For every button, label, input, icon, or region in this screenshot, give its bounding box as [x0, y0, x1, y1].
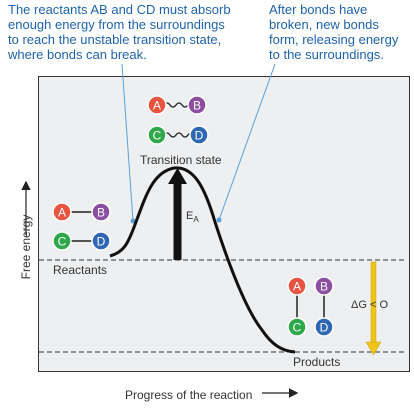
pointer-dot-right — [216, 217, 222, 223]
wavy-bond — [163, 132, 195, 138]
reactant-molecule-ab: A B — [52, 202, 111, 222]
atom-b: B — [314, 276, 334, 296]
svg-text:B: B — [193, 99, 201, 113]
product-molecule-bd: B D — [314, 276, 334, 337]
reactant-molecule-cd: C D — [52, 231, 111, 251]
x-axis-label: Progress of the reaction — [125, 388, 253, 402]
svg-text:A: A — [293, 280, 301, 294]
reactants-label: Reactants — [53, 263, 108, 277]
atom-d: D — [314, 317, 334, 337]
svg-text:C: C — [153, 129, 162, 143]
caption-new-bonds-release-energy: After bonds have broken, new bonds form,… — [269, 2, 411, 62]
energy-curve — [109, 166, 296, 354]
delta-g-label: ΔG < O — [351, 299, 388, 311]
energy-diagram-plot-area — [38, 76, 410, 372]
caption-line: After bonds have — [269, 2, 368, 17]
svg-text:C: C — [58, 235, 67, 249]
activation-energy-label: EA — [186, 210, 199, 224]
ea-symbol: E — [186, 210, 194, 222]
caption-line: broken, new bonds — [269, 17, 379, 32]
caption-reactants-absorb-energy: The reactants AB and CD must absorb enou… — [8, 2, 258, 62]
caption-pointer-left — [121, 63, 134, 222]
atom-b: B — [187, 95, 207, 115]
atom-c: C — [52, 231, 72, 251]
atom-d: D — [91, 231, 111, 251]
atom-c: C — [147, 125, 167, 145]
atom-a: A — [52, 202, 72, 222]
svg-text:B: B — [320, 280, 328, 294]
pointer-dot-left — [130, 218, 136, 224]
atom-a: A — [287, 276, 307, 296]
caption-line: to reach the unstable transition state, — [8, 32, 222, 47]
activation-energy-arrow-head — [168, 168, 187, 184]
product-molecule-ac: A C — [287, 276, 307, 337]
ea-subscript: A — [193, 215, 199, 225]
activation-energy-arrow-shaft — [173, 182, 182, 260]
caption-line: enough energy from the surroundings — [8, 17, 225, 32]
svg-text:C: C — [293, 321, 302, 335]
y-axis-label: Free energy — [19, 214, 33, 280]
delta-g-arrow-head — [365, 341, 382, 356]
atom-b: B — [91, 202, 111, 222]
transition-molecule-cd: C D — [147, 125, 209, 145]
transition-molecule-ab: A B — [147, 95, 207, 115]
atom-c: C — [287, 317, 307, 337]
svg-text:A: A — [58, 206, 66, 220]
caption-line: The reactants AB and CD must absorb — [8, 2, 231, 17]
svg-text:B: B — [97, 206, 105, 220]
caption-line: where bonds can break. — [8, 47, 147, 62]
svg-text:A: A — [153, 99, 161, 113]
svg-text:D: D — [195, 129, 204, 143]
caption-line: form, releasing energy — [269, 32, 399, 47]
caption-line: to the surroundings. — [269, 47, 384, 62]
products-label: Products — [293, 355, 341, 369]
svg-text:D: D — [320, 321, 329, 335]
svg-text:D: D — [97, 235, 106, 249]
caption-pointer-right — [218, 63, 276, 221]
atom-a: A — [147, 95, 167, 115]
transition-state-label: Transition state — [140, 153, 222, 167]
atom-d: D — [189, 125, 209, 145]
